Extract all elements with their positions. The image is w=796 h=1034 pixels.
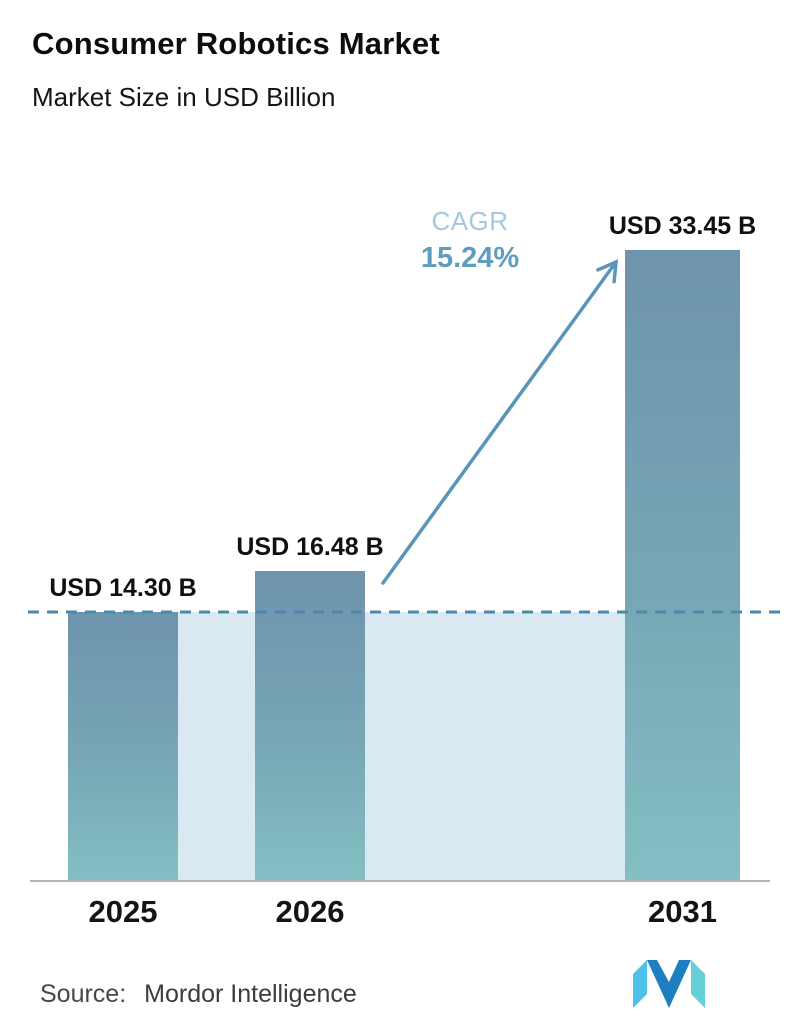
bar-2031 (625, 250, 740, 882)
bar-value-label: USD 16.48 B (236, 533, 384, 561)
cagr-label: CAGR (431, 206, 509, 236)
cagr-annotation: CAGR 15.24% (400, 206, 540, 275)
chart-subtitle: Market Size in USD Billion (32, 82, 336, 112)
bar-group-2031: USD 33.45 B 2031 (609, 212, 756, 929)
bar-group-2025: USD 14.30 B 2025 (49, 574, 196, 929)
source-name: Mordor Intelligence (144, 980, 357, 1008)
plot-area: USD 14.30 B 2025 USD 16.48 B 2026 USD 33… (49, 212, 756, 929)
x-axis-line (30, 880, 770, 882)
chart-title: Consumer Robotics Market (32, 26, 440, 61)
mordor-intelligence-logo (633, 960, 705, 1008)
x-axis-label: 2031 (648, 894, 717, 929)
bar-2025 (68, 612, 178, 882)
bar-value-label: USD 14.30 B (49, 574, 197, 602)
bar-2026 (255, 571, 365, 882)
bar-group-2026: USD 16.48 B 2026 (236, 533, 383, 929)
source-label: Source: (40, 980, 127, 1008)
source-line: Source: Mordor Intelligence (40, 980, 357, 1009)
x-axis-label: 2025 (88, 894, 158, 929)
cagr-value: 15.24% (420, 242, 520, 274)
x-axis-label: 2026 (275, 894, 345, 929)
bar-value-label: USD 33.45 B (608, 212, 757, 240)
